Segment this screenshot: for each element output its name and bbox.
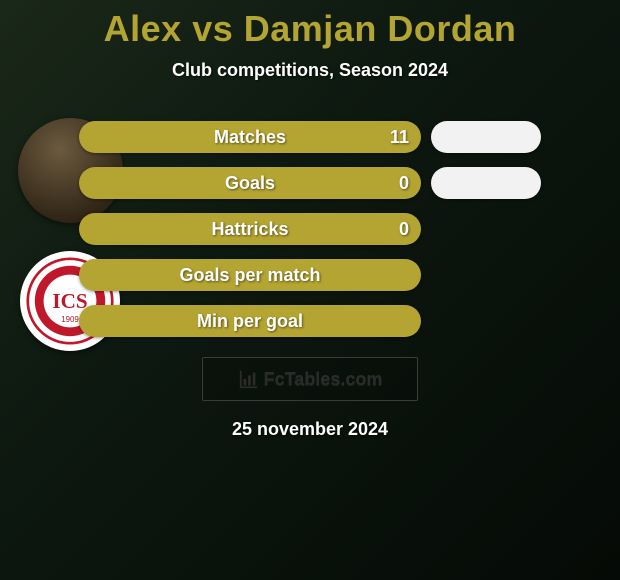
comparison-card: Alex vs Damjan Dordan Club competitions,… (0, 0, 620, 580)
stat-value-player1: 0 (399, 213, 409, 245)
stat-label: Min per goal (197, 311, 303, 332)
stat-row: Hattricks 0 (79, 213, 541, 245)
stat-value-player1: 11 (390, 121, 409, 153)
stat-label: Goals (225, 173, 275, 194)
stat-pill-player2 (431, 167, 541, 199)
subtitle: Club competitions, Season 2024 (0, 60, 620, 81)
brand-box[interactable]: FcTables.com (202, 357, 418, 401)
stat-label: Matches (214, 127, 286, 148)
chart-icon (238, 368, 260, 390)
stat-pill-player1: Min per goal (79, 305, 421, 337)
stat-pill-player2 (431, 121, 541, 153)
stat-rows: Matches 11 Goals 0 Hattricks 0 Goals per match… (0, 121, 620, 337)
title-vs: vs (192, 8, 233, 49)
stat-row: Goals 0 (79, 167, 541, 199)
stat-row: Min per goal (79, 305, 541, 337)
stat-pill-player1: Goals 0 (79, 167, 421, 199)
stat-pill-player1: Matches 11 (79, 121, 421, 153)
stat-pill-player1: Goals per match (79, 259, 421, 291)
stat-value-player1: 0 (399, 167, 409, 199)
stat-label: Goals per match (179, 265, 320, 286)
stat-label: Hattricks (211, 219, 288, 240)
stat-row: Goals per match (79, 259, 541, 291)
title-player1: Alex (104, 8, 182, 49)
stat-pill-player1: Hattricks 0 (79, 213, 421, 245)
title-player2: Damjan Dordan (244, 8, 517, 49)
date-text: 25 november 2024 (0, 419, 620, 440)
stat-row: Matches 11 (79, 121, 541, 153)
page-title: Alex vs Damjan Dordan (0, 8, 620, 50)
brand-text: FcTables.com (264, 369, 383, 390)
